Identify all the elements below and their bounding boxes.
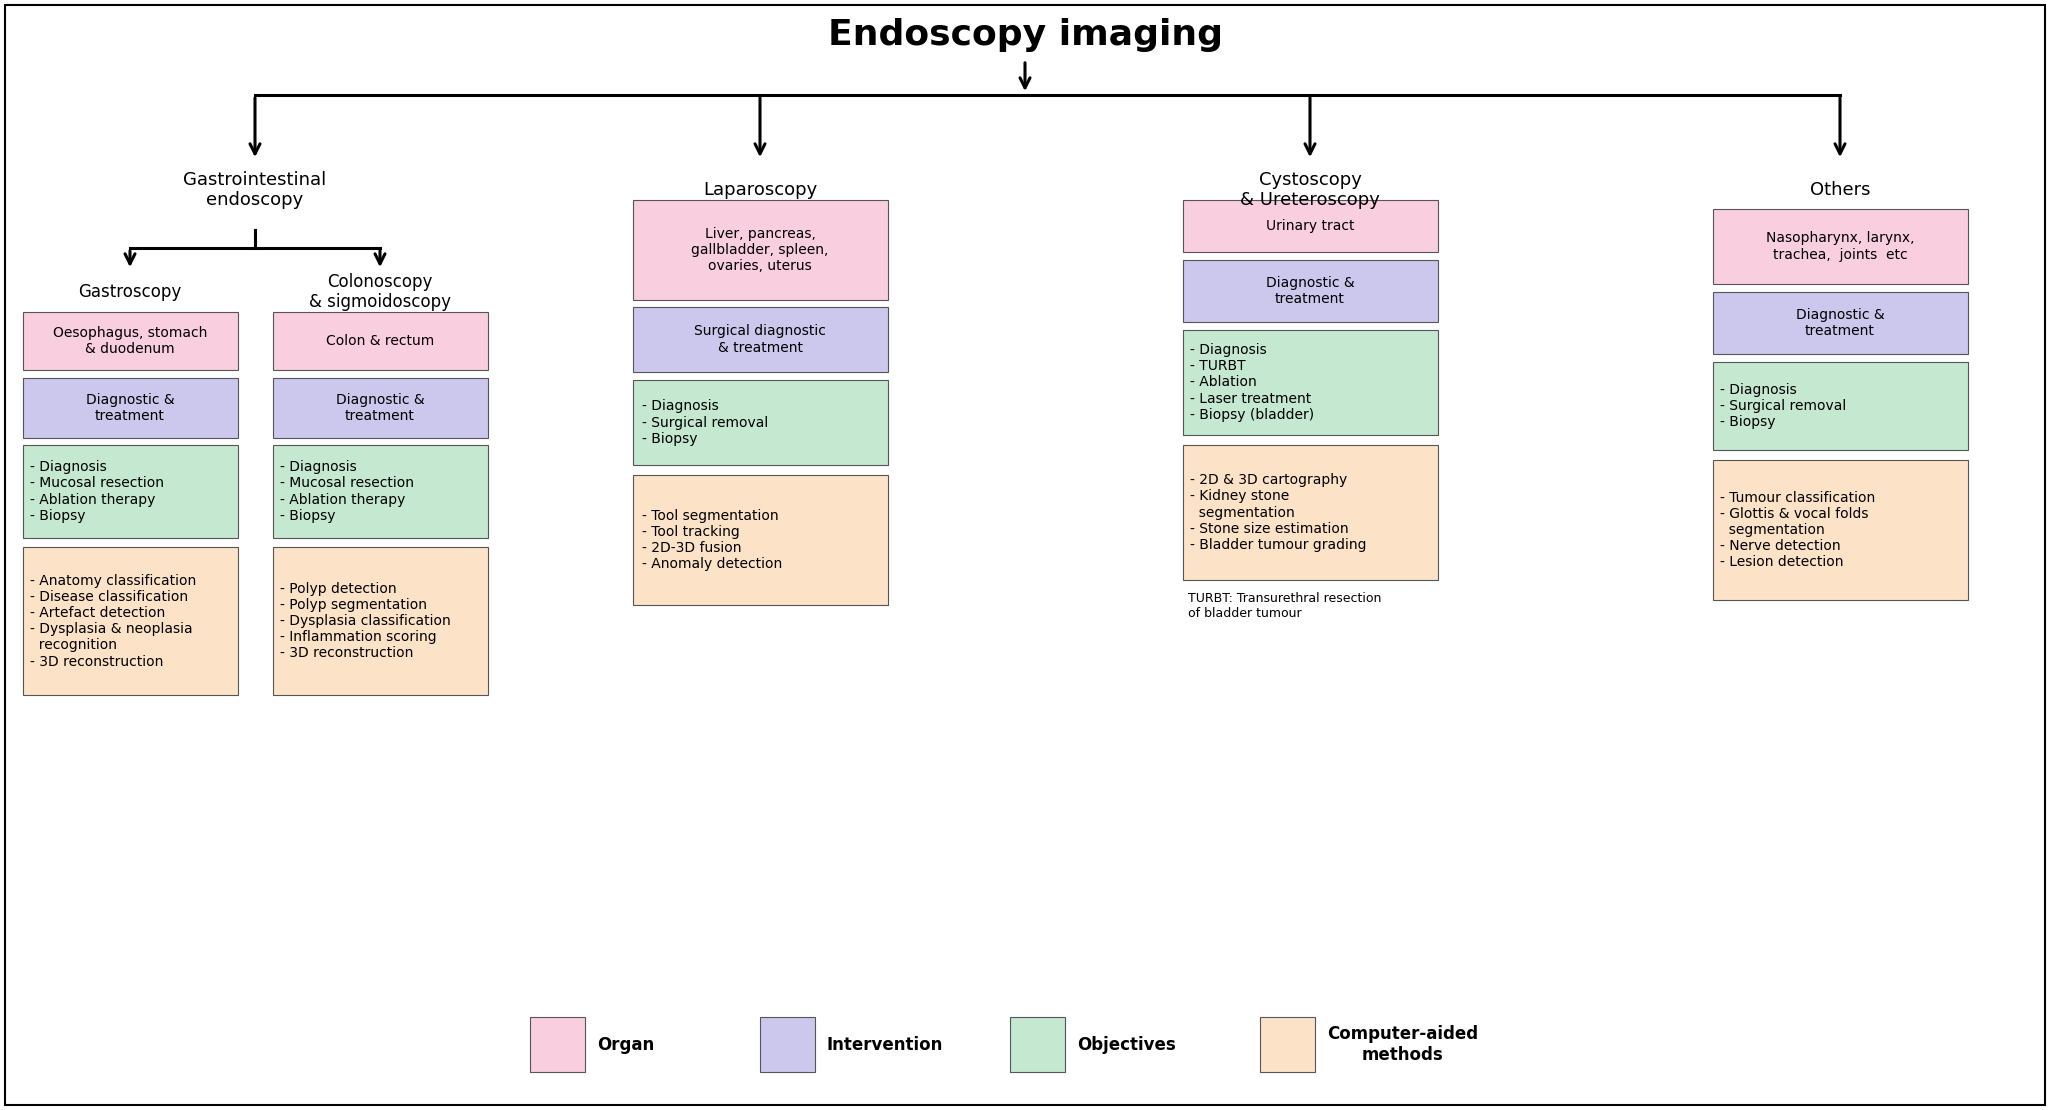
FancyBboxPatch shape [1712,460,1968,601]
FancyBboxPatch shape [23,547,238,695]
Text: Colon & rectum: Colon & rectum [326,334,435,349]
Text: Laparoscopy: Laparoscopy [703,181,818,199]
FancyBboxPatch shape [531,1017,584,1072]
Text: - 2D & 3D cartography
- Kidney stone
  segmentation
- Stone size estimation
- Bl: - 2D & 3D cartography - Kidney stone seg… [1191,473,1367,552]
FancyBboxPatch shape [1183,200,1437,252]
Text: Liver, pancreas,
gallbladder, spleen,
ovaries, uterus: Liver, pancreas, gallbladder, spleen, ov… [691,226,828,273]
FancyBboxPatch shape [1183,260,1437,322]
Text: Intervention: Intervention [826,1036,943,1053]
Text: Surgical diagnostic
& treatment: Surgical diagnostic & treatment [695,324,826,354]
Text: - Diagnosis
- Mucosal resection
- Ablation therapy
- Biopsy: - Diagnosis - Mucosal resection - Ablati… [281,461,414,523]
FancyBboxPatch shape [1011,1017,1066,1072]
Text: Computer-aided
methods: Computer-aided methods [1326,1026,1478,1063]
Text: Diagnostic &
treatment: Diagnostic & treatment [86,393,174,423]
Text: Diagnostic &
treatment: Diagnostic & treatment [336,393,424,423]
FancyBboxPatch shape [273,547,488,695]
FancyBboxPatch shape [1712,209,1968,284]
Text: Nasopharynx, larynx,
trachea,  joints  etc: Nasopharynx, larynx, trachea, joints etc [1765,231,1915,262]
Text: Gastroscopy: Gastroscopy [78,283,182,301]
FancyBboxPatch shape [633,200,888,300]
FancyBboxPatch shape [761,1017,816,1072]
Text: Diagnostic &
treatment: Diagnostic & treatment [1796,307,1884,339]
Text: Diagnostic &
treatment: Diagnostic & treatment [1265,276,1355,306]
FancyBboxPatch shape [273,445,488,538]
Text: - Polyp detection
- Polyp segmentation
- Dysplasia classification
- Inflammation: - Polyp detection - Polyp segmentation -… [281,582,451,660]
Text: Organ: Organ [597,1036,654,1053]
Text: Endoscopy imaging: Endoscopy imaging [828,18,1222,52]
Text: - Diagnosis
- Surgical removal
- Biopsy: - Diagnosis - Surgical removal - Biopsy [642,400,769,446]
Text: - Tumour classification
- Glottis & vocal folds
  segmentation
- Nerve detection: - Tumour classification - Glottis & voca… [1720,491,1876,569]
FancyBboxPatch shape [23,312,238,370]
Text: Colonoscopy
& sigmoidoscopy: Colonoscopy & sigmoidoscopy [310,273,451,312]
FancyBboxPatch shape [273,312,488,370]
FancyBboxPatch shape [1712,292,1968,354]
FancyBboxPatch shape [23,379,238,438]
Text: Cystoscopy
& Ureteroscopy: Cystoscopy & Ureteroscopy [1240,171,1380,210]
Text: - Tool segmentation
- Tool tracking
- 2D-3D fusion
- Anomaly detection: - Tool segmentation - Tool tracking - 2D… [642,508,783,572]
Text: - Diagnosis
- TURBT
- Ablation
- Laser treatment
- Biopsy (bladder): - Diagnosis - TURBT - Ablation - Laser t… [1191,343,1314,422]
FancyBboxPatch shape [1183,445,1437,581]
Text: Oesophagus, stomach
& duodenum: Oesophagus, stomach & duodenum [53,326,207,356]
Text: - Diagnosis
- Surgical removal
- Biopsy: - Diagnosis - Surgical removal - Biopsy [1720,383,1847,430]
FancyBboxPatch shape [633,380,888,465]
Text: - Diagnosis
- Mucosal resection
- Ablation therapy
- Biopsy: - Diagnosis - Mucosal resection - Ablati… [31,461,164,523]
Text: Gastrointestinal
endoscopy: Gastrointestinal endoscopy [182,171,326,210]
Text: Objectives: Objectives [1076,1036,1177,1053]
FancyBboxPatch shape [1712,362,1968,450]
FancyBboxPatch shape [1183,330,1437,435]
FancyBboxPatch shape [23,445,238,538]
Text: - Anatomy classification
- Disease classification
- Artefact detection
- Dysplas: - Anatomy classification - Disease class… [31,574,197,668]
FancyBboxPatch shape [273,379,488,438]
Text: TURBT: Transurethral resection
of bladder tumour: TURBT: Transurethral resection of bladde… [1189,592,1382,620]
FancyBboxPatch shape [1261,1017,1314,1072]
Text: Others: Others [1810,181,1870,199]
Text: Urinary tract: Urinary tract [1265,219,1355,233]
FancyBboxPatch shape [633,307,888,372]
FancyBboxPatch shape [633,475,888,605]
